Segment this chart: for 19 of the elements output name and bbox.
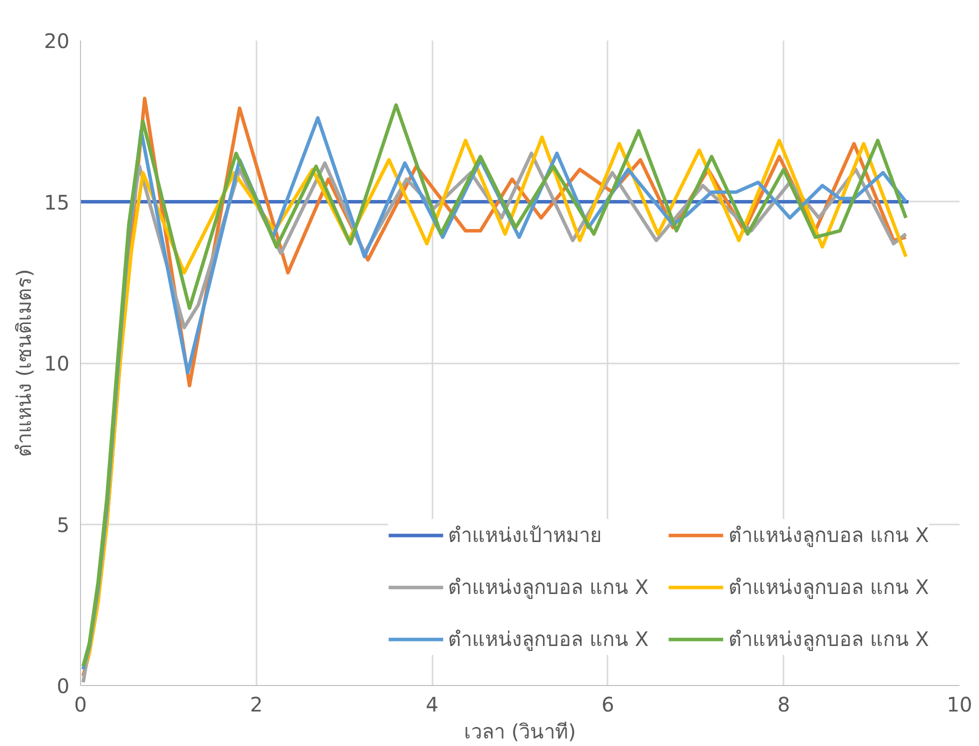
x-tick-label: 4 bbox=[426, 692, 438, 716]
x-tick-label: 0 bbox=[74, 692, 87, 716]
y-tick-label: 0 bbox=[56, 674, 70, 698]
x-tick-label: 6 bbox=[602, 692, 614, 716]
y-tick-label: 10 bbox=[44, 352, 70, 376]
legend-label: ตำแหน่งลูกบอล แกน X bbox=[728, 574, 929, 601]
legend-label: ตำแหน่งลูกบอล แกน X bbox=[728, 522, 929, 549]
x-axis-title: เวลา (วินาที) bbox=[464, 720, 576, 744]
y-tick-label: 20 bbox=[44, 29, 70, 53]
x-tick-label: 10 bbox=[946, 692, 972, 716]
y-tick-label: 15 bbox=[44, 190, 70, 214]
x-tick-label: 8 bbox=[777, 692, 790, 716]
y-tick-label: 5 bbox=[56, 512, 70, 537]
y-axis-title: ตำแหน่ง (เซนติเมตร) bbox=[12, 269, 36, 457]
legend-label: ตำแหน่งลูกบอล แกน X bbox=[448, 626, 649, 653]
x-tick-label: 2 bbox=[250, 692, 263, 716]
legend-label: ตำแหน่งลูกบอล แกน X bbox=[448, 574, 649, 601]
legend-label: ตำแหน่งลูกบอล แกน X bbox=[728, 626, 929, 653]
legend-label: ตำแหน่งเป้าหมาย bbox=[448, 522, 602, 549]
